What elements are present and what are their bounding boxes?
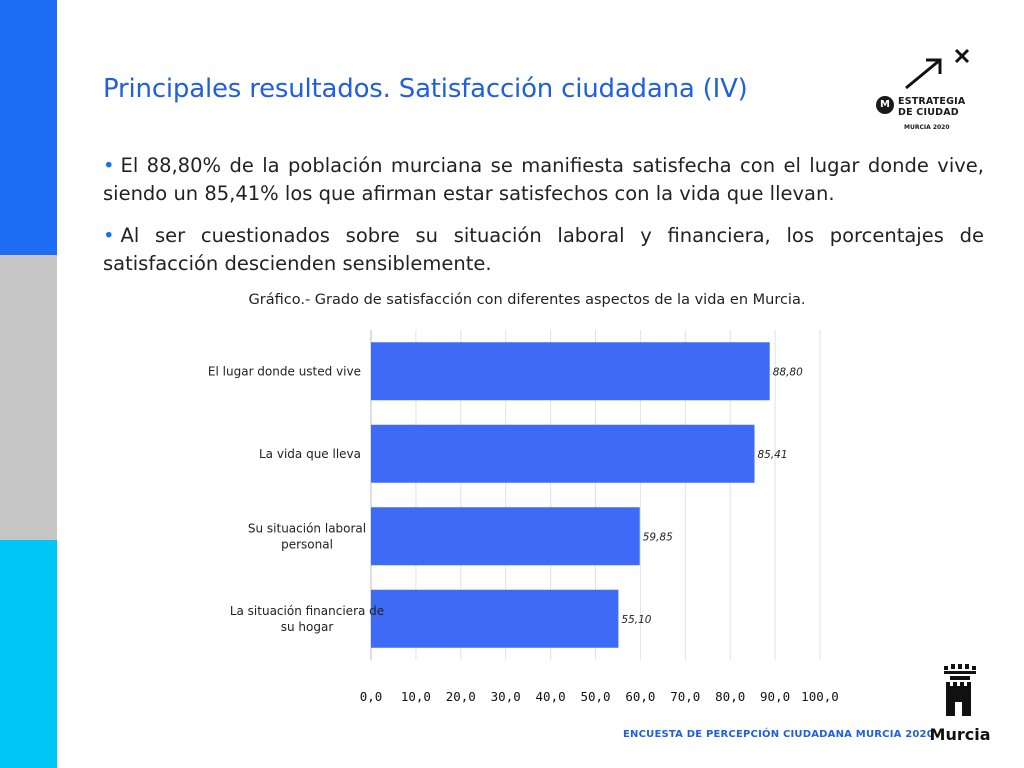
bar [371, 589, 619, 648]
side-bar-gray [0, 255, 57, 540]
logo-line-3: MURCIA 2020 [904, 124, 950, 131]
footer-text: ENCUESTA DE PERCEPCIÓN CIUDADANA MURCIA … [623, 729, 934, 740]
arrow-x-icon [905, 48, 970, 90]
data-label: 88,80 [773, 366, 803, 378]
bullet-marker: • [103, 154, 115, 177]
x-tick-label: 50,0 [580, 689, 610, 704]
category-label: La situación financiera de [230, 604, 384, 618]
paragraph-1: • El 88,80% de la población murciana se m… [103, 152, 984, 208]
paragraph-2-text: Al ser cuestionados sobre su situación l… [103, 224, 984, 275]
crest-text: Murcia [930, 725, 991, 744]
x-tick-label: 70,0 [670, 689, 700, 704]
paragraph-2: • Al ser cuestionados sobre su situación … [103, 222, 984, 278]
x-tick-label: 40,0 [536, 689, 566, 704]
logo-line-2: DE CIUDAD [898, 107, 959, 118]
logo-line-1: ESTRATEGIA [898, 96, 966, 107]
x-tick-label: 10,0 [401, 689, 431, 704]
x-tick-label: 30,0 [491, 689, 521, 704]
castle-crest-icon: Murcia [930, 664, 991, 744]
x-tick-label: 60,0 [625, 689, 655, 704]
chart-title: Gráfico.- Grado de satisfacción con dife… [248, 292, 806, 308]
x-tick-label: 0,0 [360, 689, 383, 704]
estrategia-logo: M ESTRATEGIA DE CIUDAD MURCIA 2020 [872, 44, 982, 134]
logo-m-badge: M [876, 96, 894, 114]
x-tick-label: 20,0 [446, 689, 476, 704]
side-bar-blue [0, 0, 57, 255]
x-tick-label: 90,0 [760, 689, 790, 704]
bar [371, 342, 770, 401]
side-bar-cyan [0, 540, 57, 768]
category-label: su hogar [281, 620, 334, 634]
category-label: El lugar donde usted vive [208, 364, 361, 378]
bullet-marker: • [103, 224, 115, 247]
bar [371, 424, 755, 483]
bar [371, 507, 640, 566]
page-title: Principales resultados. Satisfacción ciu… [103, 74, 748, 104]
paragraph-1-text: El 88,80% de la población murciana se ma… [103, 154, 984, 205]
category-label: personal [281, 537, 333, 551]
x-tick-label: 80,0 [715, 689, 745, 704]
data-label: 55,10 [621, 614, 651, 626]
x-tick-label: 100,0 [801, 689, 839, 704]
data-label: 85,41 [757, 449, 787, 461]
data-label: 59,85 [643, 531, 673, 543]
category-label: La vida que lleva [259, 447, 361, 461]
category-label: Su situación laboral [248, 521, 366, 535]
